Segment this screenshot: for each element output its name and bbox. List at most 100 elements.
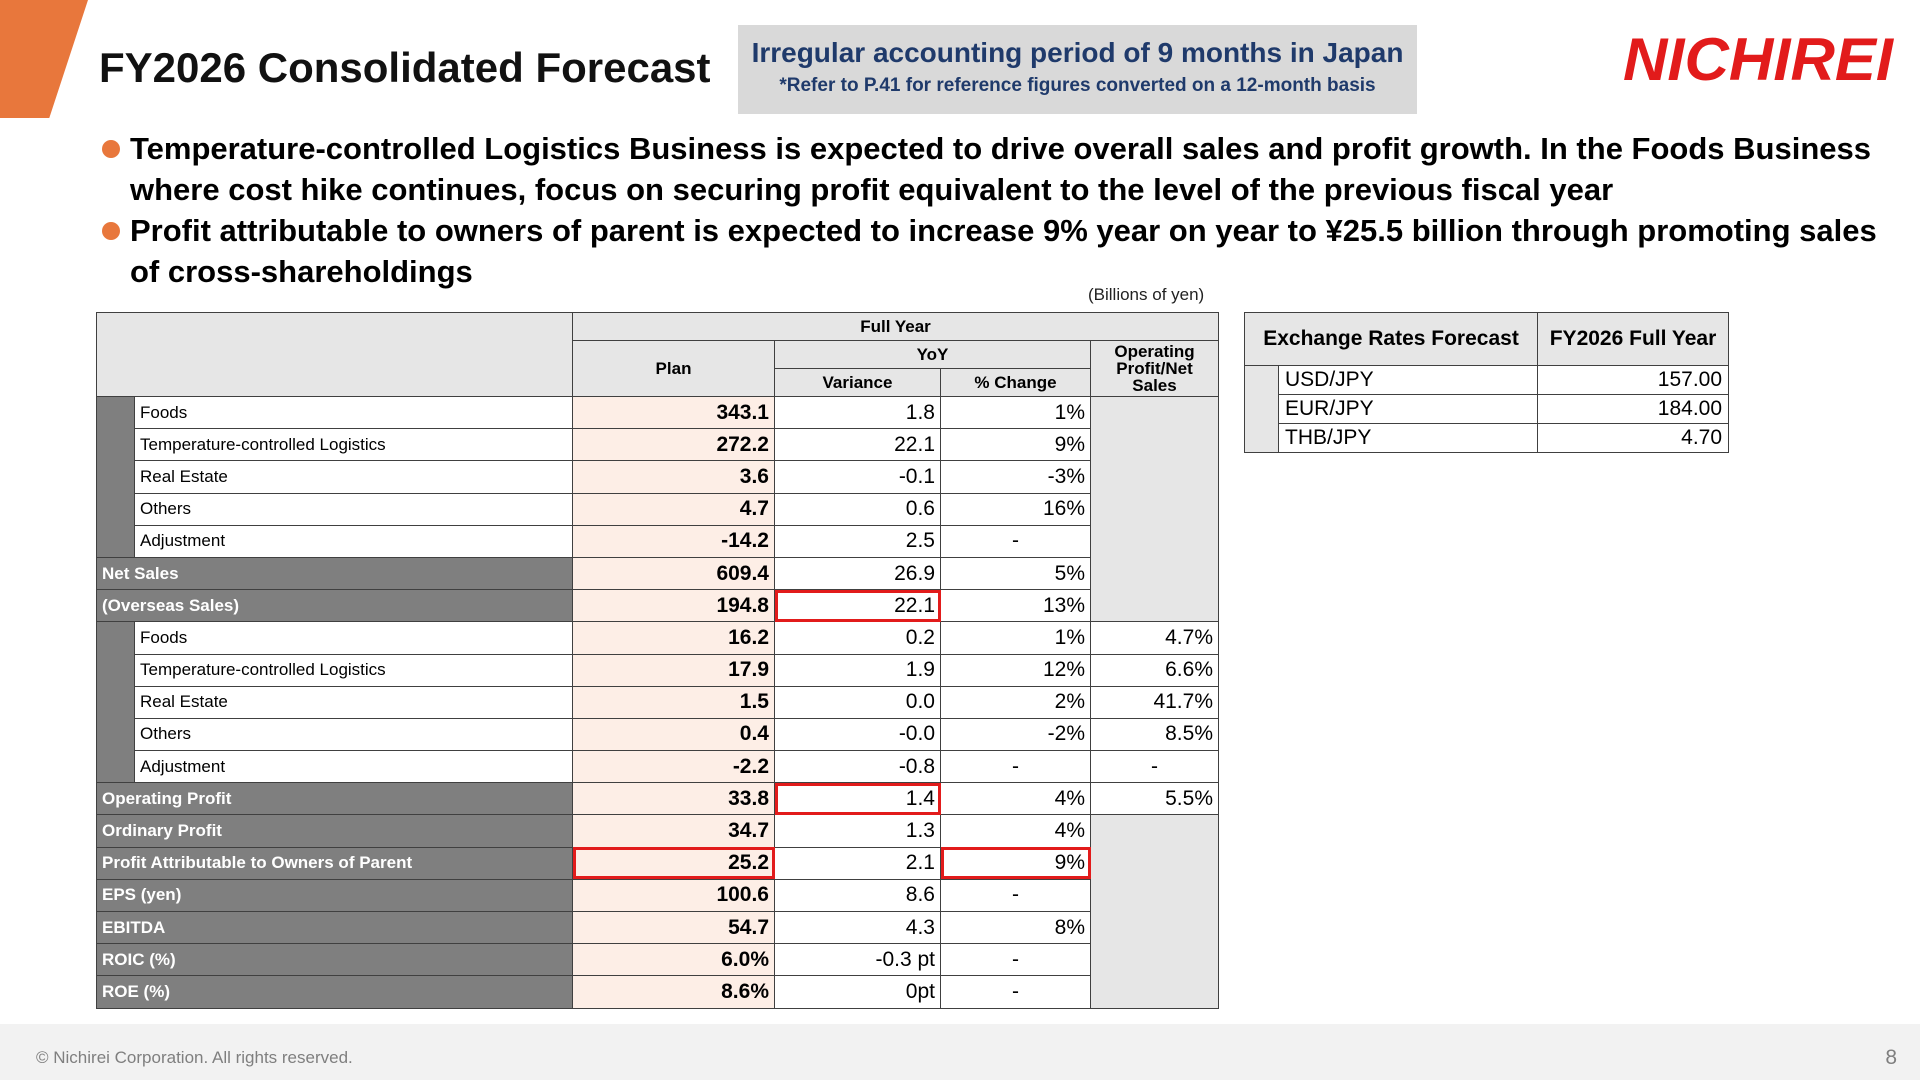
category-label: EBITDA: [96, 910, 573, 945]
ratio-blank-cell: [1090, 814, 1219, 1009]
table-row: Foods 343.1 1.8 1%: [96, 395, 1219, 623]
table-header-row: Variance % Change: [97, 368, 1219, 397]
plan-cell: 0.4: [572, 717, 775, 752]
table-row: Temperature-controlled Logistics 17.9 1.9 1…: [97, 653, 1219, 687]
footer: © Nichirei Corporation. All rights reser…: [0, 1024, 1920, 1080]
variance-cell: 22.1: [774, 589, 941, 623]
category-label: EPS (yen): [96, 878, 573, 913]
plan-cell: 272.2: [572, 428, 775, 462]
table-row: Adjustment -14.2 2.5-: [97, 524, 1219, 558]
fx-pair: EUR/JPY: [1277, 394, 1539, 424]
variance-cell: 4.3: [774, 910, 941, 945]
table-header-row: Plan YoY Operating Profit/Net Sales: [97, 340, 1219, 397]
table-row: EPS (yen) 100.6 8.6-: [96, 878, 1219, 913]
pct-change-cell: -: [940, 943, 1091, 977]
indent-block: [96, 621, 135, 784]
pct-change-cell: -: [940, 878, 1091, 913]
corner-accent-shape: [0, 0, 88, 118]
exchange-rates-table: Exchange Rates Forecast FY2026 Full Year…: [1243, 312, 1730, 453]
segment-label: Temperature-controlled Logistics: [134, 653, 573, 687]
summary-bullet: Temperature-controlled Logistics Busines…: [100, 128, 1880, 210]
variance-cell: -0.8: [774, 750, 941, 784]
pct-change-cell: 1%: [940, 395, 1091, 430]
fx-rate: 184.00: [1537, 394, 1730, 424]
pct-change-cell: 12%: [940, 653, 1091, 687]
plan-cell: 3.6: [572, 460, 775, 494]
pct-change-cell: 4%: [940, 814, 1091, 848]
plan-cell: 25.2: [572, 846, 775, 880]
variance-cell: 2.1: [774, 846, 941, 880]
variance-cell: -0.0: [774, 717, 941, 752]
plan-cell: 194.8: [572, 589, 775, 623]
fx-pair: USD/JPY: [1277, 365, 1539, 395]
op-ratio-cell: 4.7%: [1090, 621, 1219, 655]
period-notice-sub: *Refer to P.41 for reference figures con…: [779, 75, 1376, 96]
pct-change-cell: 9%: [940, 428, 1091, 462]
header-corner: [96, 312, 573, 397]
plan-cell: 4.7: [572, 492, 775, 526]
plan-cell: 54.7: [572, 910, 775, 945]
segment-label: Real Estate: [134, 685, 573, 719]
plan-cell: 33.8: [572, 782, 775, 816]
plan-cell: 17.9: [572, 653, 775, 687]
op-ratio-cell: 41.7%: [1090, 685, 1219, 719]
pct-change-cell: 5%: [940, 556, 1091, 591]
variance-cell: 0pt: [774, 975, 941, 1009]
table-row: Operating Profit 33.8 1.4 4% 5.5%: [96, 782, 1219, 816]
ratio-blank-cell: [1090, 395, 1219, 623]
table-row: Others 4.7 0.6 16%: [97, 492, 1219, 526]
pct-change-cell: 9%: [940, 846, 1091, 880]
plan-cell: 8.6%: [572, 975, 775, 1009]
pct-change-cell: 16%: [940, 492, 1091, 526]
header-plan: Plan: [572, 340, 775, 397]
plan-cell: -14.2: [572, 524, 775, 558]
copyright-text: © Nichirei Corporation. All rights reser…: [36, 1048, 353, 1067]
header-yoy: YoY: [774, 340, 1091, 369]
summary-bullets: Temperature-controlled Logistics Busines…: [100, 128, 1880, 292]
variance-cell: 1.9: [774, 653, 941, 687]
table-row: Net Sales 609.4 26.9 5%: [96, 556, 1219, 591]
pct-change-cell: 2%: [940, 685, 1091, 719]
variance-cell: 26.9: [774, 556, 941, 591]
plan-cell: 16.2: [572, 621, 775, 655]
category-label: Ordinary Profit: [96, 814, 573, 848]
plan-cell: -2.2: [572, 750, 775, 784]
op-ratio-cell: 8.5%: [1090, 717, 1219, 752]
nichirei-logo: NICHIREI: [1623, 26, 1894, 93]
pct-change-cell: 4%: [940, 782, 1091, 816]
table-row: Foods 16.2 0.2 1% 4.7%: [96, 621, 1219, 784]
bullet-dot-icon: [102, 222, 120, 240]
fx-header-row: Exchange Rates Forecast FY2026 Full Year: [1243, 312, 1730, 366]
fx-header-value: FY2026 Full Year: [1537, 312, 1730, 366]
variance-cell: 0.0: [774, 685, 941, 719]
table-row: EBITDA 54.7 4.3 8%: [96, 910, 1219, 945]
fx-header-label: Exchange Rates Forecast: [1243, 312, 1539, 366]
pct-change-cell: -: [940, 524, 1091, 558]
segment-label: Adjustment: [134, 524, 573, 558]
table-row: Temperature-controlled Logistics 272.2 22.…: [97, 428, 1219, 462]
table-row: ROE (%) 8.6% 0pt -: [96, 975, 1219, 1009]
header-pct-change: % Change: [940, 368, 1091, 397]
period-notice-box: Irregular accounting period of 9 months …: [738, 25, 1417, 114]
bullet-text: Temperature-controlled Logistics Busines…: [130, 131, 1871, 207]
segment-label: Foods: [134, 621, 573, 655]
pct-change-cell: -: [940, 750, 1091, 784]
variance-cell: 8.6: [774, 878, 941, 913]
table-row: Real Estate 1.5 0.0 2% 41.7%: [97, 685, 1219, 719]
plan-cell: 6.0%: [572, 943, 775, 977]
table-header-row: Full Year: [96, 312, 1219, 397]
segment-label: Others: [134, 492, 573, 526]
pct-change-cell: 1%: [940, 621, 1091, 655]
segment-label: Real Estate: [134, 460, 573, 494]
table-row: Others 0.4 -0.0 -2% 8.5%: [97, 717, 1219, 752]
header-variance: Variance: [774, 368, 941, 397]
variance-cell: -0.3 pt: [774, 943, 941, 977]
category-label: ROE (%): [96, 975, 573, 1009]
pct-change-cell: -3%: [940, 460, 1091, 494]
segment-label: Adjustment: [134, 750, 573, 784]
header-full-year: Full Year: [572, 312, 1219, 341]
category-label: Profit Attributable to Owners of Parent: [96, 846, 573, 880]
category-label: Operating Profit: [96, 782, 573, 816]
page-number: 8: [1885, 1046, 1897, 1069]
variance-cell: 0.2: [774, 621, 941, 655]
